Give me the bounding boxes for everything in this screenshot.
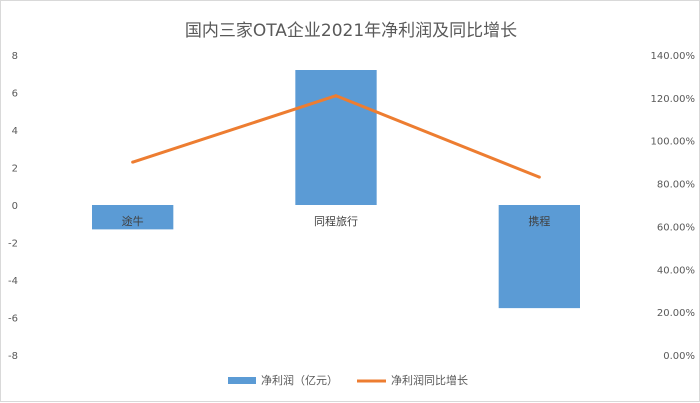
legend-label-bar: 净利润（亿元） (261, 373, 338, 387)
left-tick-label: -6 (8, 314, 18, 325)
right-tick-label: 120.00% (651, 94, 696, 105)
line-point (334, 94, 338, 98)
left-tick-label: -2 (8, 239, 18, 250)
legend: 净利润（亿元） 净利润同比增长 (228, 373, 468, 387)
right-tick-label: 60.00% (657, 222, 695, 233)
category-label: 途牛 (122, 214, 144, 228)
line-series (131, 94, 541, 179)
left-tick-label: 0 (12, 201, 18, 212)
category-label: 携程 (528, 214, 550, 228)
left-tick-label: -4 (8, 276, 18, 287)
left-axis: 8 6 4 2 0 -2 -4 -6 -8 (8, 51, 18, 362)
right-axis: 140.00% 120.00% 100.00% 80.00% 60.00% 40.00% 2… (651, 51, 696, 362)
legend-swatch-bar (228, 377, 256, 384)
left-tick-label: 6 (12, 89, 18, 100)
bar (295, 70, 377, 205)
line-point (131, 160, 135, 164)
right-tick-label: 80.00% (657, 180, 695, 191)
left-tick-label: 2 (12, 164, 18, 175)
left-tick-label: -8 (8, 351, 18, 362)
bar (498, 205, 580, 309)
line-point (537, 175, 541, 179)
bar (92, 205, 174, 230)
category-labels: 途牛 同程旅行 携程 (122, 214, 551, 228)
right-tick-label: 0.00% (663, 351, 695, 362)
right-tick-label: 140.00% (651, 51, 696, 62)
left-tick-label: 8 (12, 51, 18, 62)
legend-label-line: 净利润同比增长 (391, 373, 468, 387)
right-tick-label: 20.00% (657, 308, 695, 319)
left-tick-label: 4 (12, 126, 18, 137)
chart-title: 国内三家OTA企业2021年净利润及同比增长 (185, 21, 517, 41)
category-label: 同程旅行 (314, 214, 358, 228)
right-tick-label: 40.00% (657, 265, 695, 276)
bar-series (92, 70, 580, 309)
right-tick-label: 100.00% (651, 137, 696, 148)
